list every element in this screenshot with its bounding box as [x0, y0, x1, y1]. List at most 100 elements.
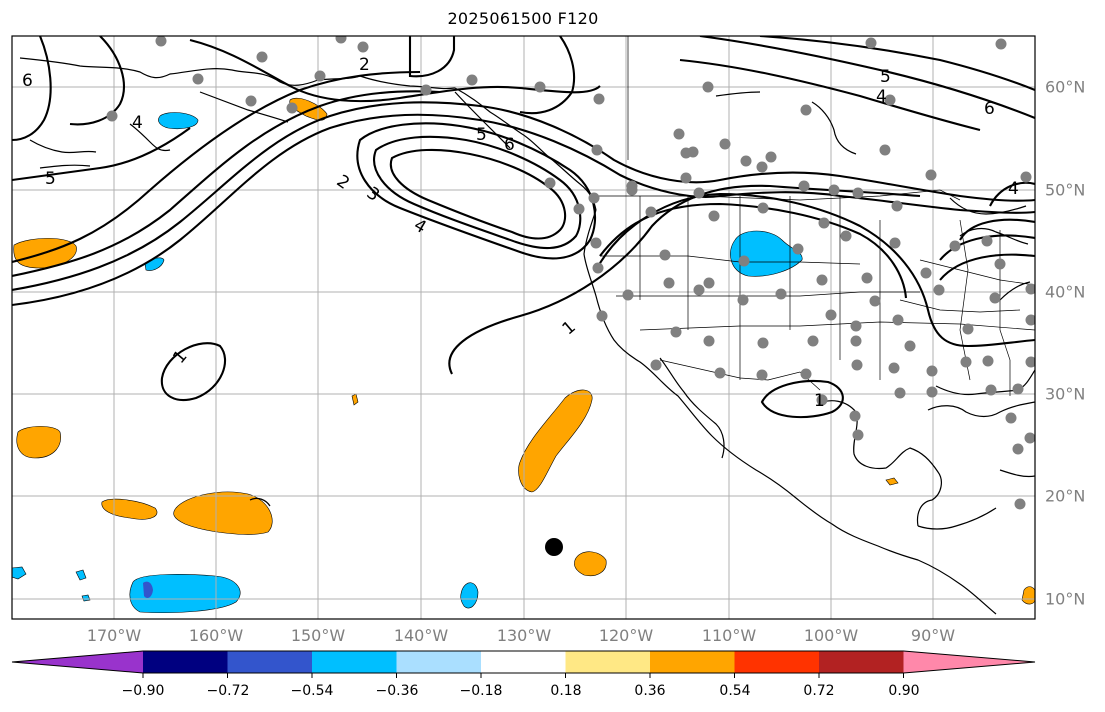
contour-east-b	[759, 36, 1035, 91]
orange-patch	[101, 498, 158, 520]
colorbar-extend-min	[12, 651, 143, 673]
colorbar-tick-label: −0.18	[459, 683, 503, 699]
contour-label: 6	[504, 135, 515, 155]
contour-9	[408, 36, 456, 78]
contour-1-loop	[160, 342, 226, 401]
colorbar-segment	[227, 651, 313, 673]
contour-6	[12, 36, 52, 142]
contour-label: 5	[45, 169, 56, 189]
contour-label: 1	[814, 391, 825, 411]
colorbar-segment	[650, 651, 735, 673]
lat-label: 10°N	[1045, 589, 1086, 609]
contour-label: 5	[476, 125, 487, 145]
lon-label: 100°W	[803, 626, 859, 645]
cyan-patch	[158, 112, 199, 130]
contour-east-low-2	[959, 218, 1035, 241]
lon-label: 120°W	[598, 626, 654, 645]
contour-1-south	[448, 184, 921, 375]
lat-label: 40°N	[1045, 282, 1086, 302]
contour-7	[69, 36, 125, 126]
colorbar-segment	[819, 651, 904, 673]
contour-hawaii-ridge	[595, 192, 1035, 348]
orange-patch	[173, 491, 273, 535]
cyan-patch	[81, 594, 91, 602]
colorbar-tick-label: 0.18	[550, 683, 582, 699]
colorbar-tick-label: 0.72	[803, 683, 835, 699]
lon-label: 110°W	[701, 626, 757, 645]
contour-label: 4	[132, 113, 143, 133]
contour-trough-a	[356, 122, 597, 260]
colorbar	[11, 650, 1036, 678]
cyan-patch	[144, 257, 165, 271]
storm-center-dot	[545, 538, 563, 556]
contour-4	[12, 70, 421, 264]
contour-label: 5	[880, 67, 891, 87]
map-title: 2025061500 F120	[447, 9, 599, 28]
cyan-patch	[129, 574, 241, 613]
colorbar-segment	[143, 651, 228, 673]
lon-label: 170°W	[86, 626, 142, 645]
contour-trough-b	[373, 135, 582, 250]
contour-1	[12, 113, 1035, 307]
colorbar-segment	[734, 651, 820, 673]
contour-3	[12, 90, 441, 278]
contour-label: 4	[876, 87, 887, 107]
lat-label: 20°N	[1045, 486, 1086, 506]
contour-5	[12, 127, 191, 182]
contour-label: 3	[363, 183, 383, 206]
contour-label: 1	[559, 317, 580, 339]
lat-label: 60°N	[1045, 77, 1086, 97]
lon-label: 150°W	[290, 626, 346, 645]
contour-8	[189, 38, 601, 103]
colorbar-tick-label: −0.90	[121, 683, 165, 699]
lon-label: 140°W	[393, 626, 449, 645]
lon-label: 160°W	[188, 626, 244, 645]
contour-label: 6	[22, 71, 33, 91]
contour-east-a	[699, 36, 1035, 119]
map-frame	[11, 35, 1036, 620]
station-dots	[106, 36, 1035, 510]
colorbar-extend-max	[903, 651, 1035, 673]
contour-label-group: 6 2 5 4 1 2 3 4 5 6 5 4 6 4 1 1	[22, 55, 1019, 411]
cyan-patch	[730, 230, 803, 277]
shading-layer	[12, 97, 1035, 613]
contour-east-c	[679, 58, 981, 132]
blue-core	[143, 581, 153, 598]
colorbar-segment	[312, 651, 397, 673]
contour-east-low-3	[939, 234, 1035, 261]
colorbar-tick-label: −0.36	[375, 683, 419, 699]
contour-lines	[12, 36, 1035, 419]
colorbar-segment	[481, 651, 566, 673]
coastlines	[19, 57, 1035, 615]
contour-label: 4	[1008, 179, 1019, 199]
contour-east-low-1	[989, 181, 1035, 207]
orange-patch	[351, 393, 359, 406]
colorbar-tick-label: −0.54	[290, 683, 334, 699]
lon-label: 130°W	[496, 626, 552, 645]
colorbar-segment	[396, 651, 482, 673]
contour-east-low-4	[939, 253, 1035, 281]
colorbar-segment	[565, 651, 651, 673]
orange-patch	[885, 477, 899, 486]
colorbar-tick-label: 0.36	[634, 683, 666, 699]
orange-patch	[518, 389, 593, 493]
contour-1-texas	[760, 380, 844, 419]
contour-10	[519, 36, 576, 115]
contour-label: 6	[984, 99, 995, 119]
lat-label: 30°N	[1045, 384, 1086, 404]
orange-patch	[16, 426, 61, 459]
colorbar-tick-label: 0.54	[719, 683, 751, 699]
contour-trough-c	[389, 148, 567, 240]
cyan-patch	[12, 566, 27, 580]
colorbar-tick-label: −0.72	[206, 683, 250, 699]
contour-label: 2	[359, 55, 370, 75]
lon-label: 90°W	[910, 626, 956, 645]
colorbar-tick-label: 0.90	[888, 683, 920, 699]
contour-label: 4	[410, 215, 429, 238]
orange-patch	[1021, 586, 1035, 605]
contour-label: 1	[169, 347, 191, 368]
contour-2	[12, 101, 1035, 292]
lat-label: 50°N	[1045, 180, 1086, 200]
cyan-patch	[460, 582, 479, 609]
